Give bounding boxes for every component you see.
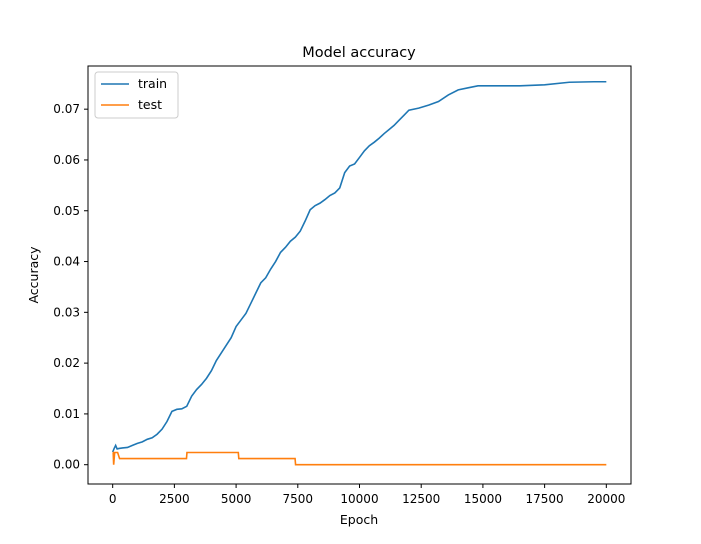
y-tick-label: 0.05 <box>53 204 80 218</box>
y-tick-label: 0.06 <box>53 153 80 167</box>
x-tick-label: 12500 <box>402 492 440 506</box>
y-tick-label: 0.00 <box>53 458 80 472</box>
x-tick-label: 0 <box>109 492 117 506</box>
x-tick-label: 10000 <box>340 492 378 506</box>
legend: train test <box>94 71 179 119</box>
y-axis-label: Accuracy <box>26 246 41 304</box>
x-tick-label: 5000 <box>221 492 252 506</box>
y-tick-label: 0.02 <box>53 356 80 370</box>
series-line-train <box>111 80 607 453</box>
plot-area <box>88 66 631 484</box>
chart-title: Model accuracy <box>302 45 416 61</box>
series-layer <box>111 80 607 466</box>
y-axis: 0.00 0.01 0.02 0.03 0.04 0.05 0.06 0.07 <box>53 102 88 472</box>
x-tick-label: 20000 <box>587 492 625 506</box>
y-tick-label: 0.07 <box>53 102 80 116</box>
legend-label-test: test <box>138 97 162 112</box>
y-tick-label: 0.04 <box>53 255 80 269</box>
y-tick-label: 0.03 <box>53 305 80 319</box>
x-axis: 0 2500 5000 7500 10000 12500 15000 17500 20000 <box>109 484 625 506</box>
y-tick-label: 0.01 <box>53 407 80 421</box>
x-axis-label: Epoch <box>340 512 378 527</box>
series-line-test <box>112 451 607 466</box>
x-tick-label: 7500 <box>283 492 314 506</box>
x-tick-label: 15000 <box>464 492 502 506</box>
legend-label-train: train <box>138 76 167 91</box>
x-tick-label: 17500 <box>526 492 564 506</box>
x-tick-label: 2500 <box>159 492 190 506</box>
